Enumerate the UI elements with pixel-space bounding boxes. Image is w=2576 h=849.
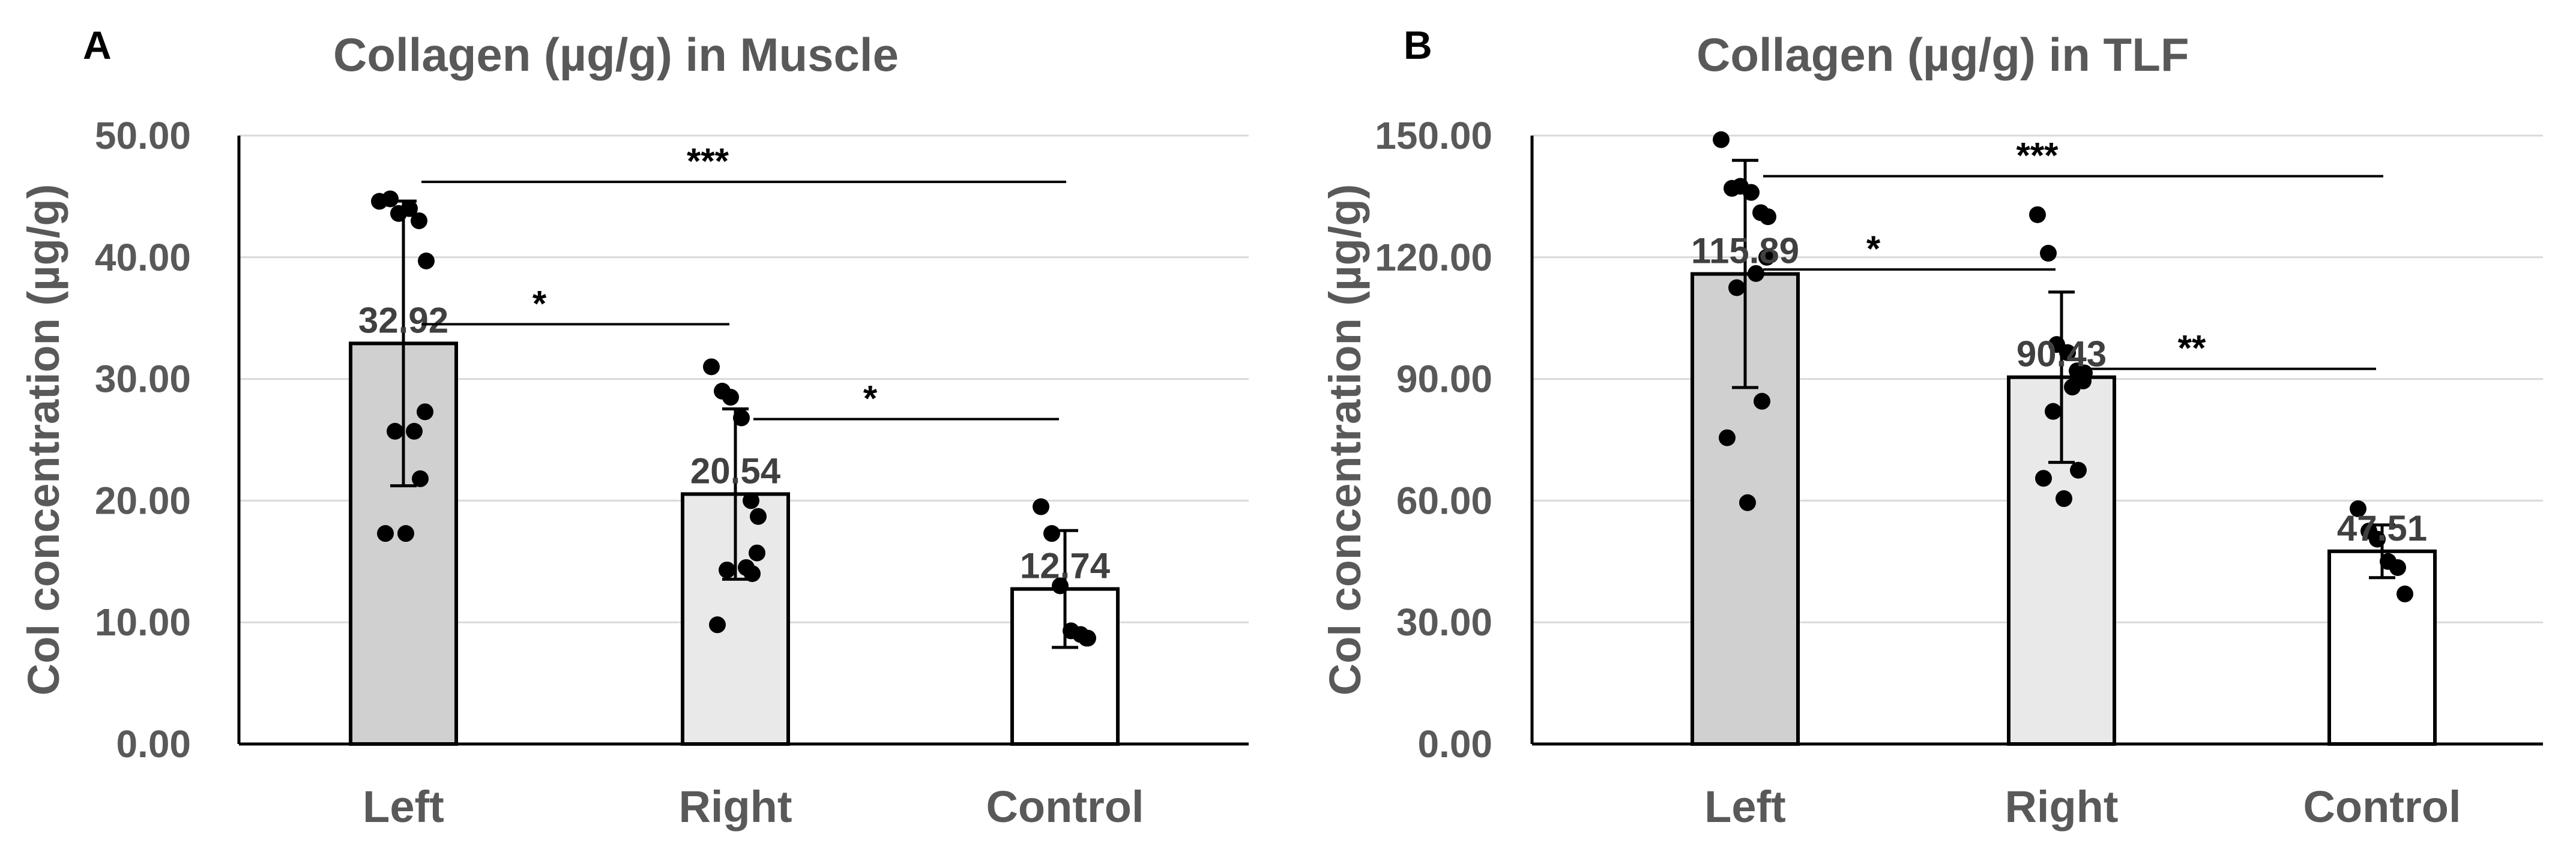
data-point xyxy=(1713,131,1730,148)
data-point xyxy=(1728,279,1745,296)
data-point xyxy=(2369,530,2386,548)
data-point xyxy=(417,403,433,421)
y-axis-label: Col concentration (µg/g) xyxy=(1320,184,1370,695)
significance-label: * xyxy=(1866,229,1881,269)
data-point xyxy=(703,358,720,376)
data-point xyxy=(411,212,427,229)
y-tick-label: 30.00 xyxy=(95,358,191,401)
data-point xyxy=(744,565,761,583)
chart-title: Collagen (µg/g) in Muscle xyxy=(333,28,899,81)
data-point xyxy=(387,422,403,440)
data-point xyxy=(2064,379,2081,396)
data-point xyxy=(2350,500,2366,517)
significance-label: *** xyxy=(2016,136,2059,176)
data-point xyxy=(749,544,765,562)
data-point xyxy=(418,252,435,269)
y-tick-label: 60.00 xyxy=(1396,479,1492,522)
value-label: 32.92 xyxy=(358,300,448,340)
data-point xyxy=(1033,498,1049,515)
x-tick-label: Right xyxy=(678,782,792,832)
y-tick-label: 20.00 xyxy=(95,479,191,522)
y-tick-label: 120.00 xyxy=(1375,236,1492,279)
data-point xyxy=(1754,392,1770,410)
data-point xyxy=(2059,344,2076,361)
data-point xyxy=(2070,461,2087,479)
data-point xyxy=(2040,245,2057,262)
significance-label: * xyxy=(532,283,547,323)
data-point xyxy=(1043,525,1060,542)
data-point xyxy=(743,492,759,509)
data-point xyxy=(397,525,414,542)
value-label: 12.74 xyxy=(1020,546,1111,586)
data-point xyxy=(733,409,750,427)
y-tick-label: 50.00 xyxy=(95,114,191,157)
data-point xyxy=(709,616,726,634)
y-tick-label: 90.00 xyxy=(1396,358,1492,401)
muscle-collagen-chart: A Collagen (µg/g) in Muscle 0.00 10.00 20.… xyxy=(19,23,1249,832)
y-tick-label: 30.00 xyxy=(1396,601,1492,644)
data-point xyxy=(1739,494,1756,511)
significance-label: ** xyxy=(2178,328,2206,368)
data-point xyxy=(1052,577,1069,595)
data-point xyxy=(1760,208,1776,226)
data-point xyxy=(1078,629,1095,647)
data-point xyxy=(1743,184,1760,201)
chart-title: Collagen (µg/g) in TLF xyxy=(1697,28,2189,81)
y-tick-label: 0.00 xyxy=(116,722,191,766)
value-label: 20.54 xyxy=(690,451,781,491)
x-tick-label: Left xyxy=(363,782,444,832)
y-tick-label: 40.00 xyxy=(95,236,191,279)
data-point xyxy=(2035,470,2052,487)
y-axis-label: Col concentration (µg/g) xyxy=(19,184,68,695)
data-point xyxy=(412,470,429,487)
bar-control xyxy=(2327,549,2437,746)
x-tick-label: Left xyxy=(1704,782,1786,832)
panel-letter: A xyxy=(83,23,112,67)
data-point xyxy=(2045,403,2062,420)
x-tick-label: Control xyxy=(2303,782,2461,832)
data-point xyxy=(2389,559,2406,576)
value-label: 115.89 xyxy=(1691,231,1799,271)
y-tick-label: 0.00 xyxy=(1417,722,1492,766)
x-tick-label: Right xyxy=(2004,782,2118,832)
data-point xyxy=(719,561,735,578)
y-tick-label: 10.00 xyxy=(95,601,191,644)
data-point xyxy=(2029,206,2046,223)
panel-b: B Collagen (µg/g) in TLF 0.00 30.00 60.00 9… xyxy=(1288,0,2576,849)
panel-letter: B xyxy=(1404,23,1432,67)
y-tick-label: 150.00 xyxy=(1375,114,1492,157)
data-point xyxy=(1758,248,1775,266)
value-label: 90.43 xyxy=(2016,334,2107,374)
data-point xyxy=(2056,490,2072,508)
data-point xyxy=(406,422,423,440)
data-point xyxy=(750,508,767,525)
data-point xyxy=(722,389,739,406)
data-point xyxy=(377,525,394,542)
value-label: 47.51 xyxy=(2337,508,2427,548)
data-point xyxy=(1719,429,1736,446)
significance-label: *** xyxy=(687,141,729,181)
data-point xyxy=(1748,265,1764,282)
tlf-collagen-chart: B Collagen (µg/g) in TLF 0.00 30.00 60.00 9… xyxy=(1320,23,2543,832)
data-point xyxy=(401,200,418,217)
x-tick-label: Control xyxy=(986,782,1144,832)
data-point xyxy=(382,190,399,208)
significance-label: * xyxy=(863,379,878,419)
panel-a: A Collagen (µg/g) in Muscle 0.00 10.00 20.… xyxy=(19,23,1249,832)
data-point xyxy=(2397,585,2413,602)
